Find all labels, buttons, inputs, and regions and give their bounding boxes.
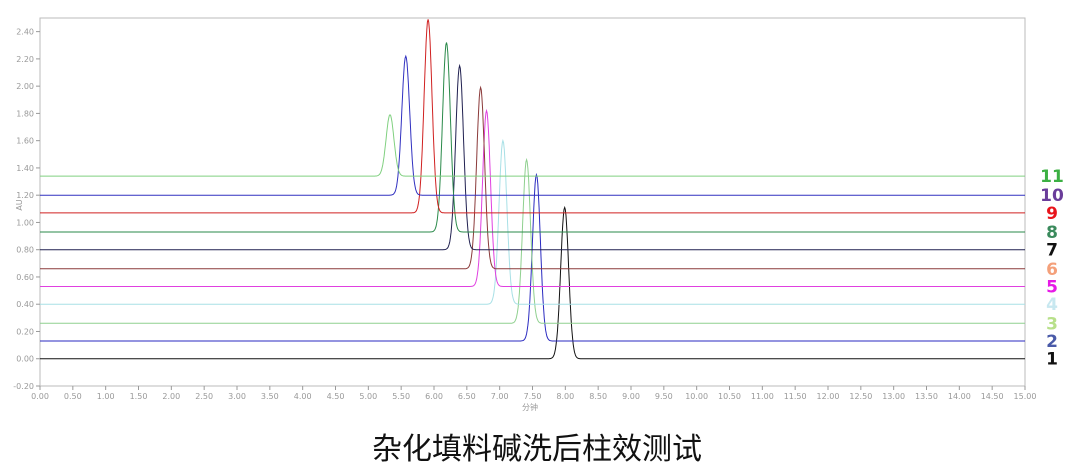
x-tick-label: 6.50 <box>458 392 476 401</box>
x-tick-label: 0.50 <box>64 392 82 401</box>
x-tick-label: 10.50 <box>718 392 741 401</box>
x-tick-label: 11.00 <box>751 392 774 401</box>
legend-label-10: 10 <box>1040 186 1064 206</box>
series-line-8 <box>40 42 1025 233</box>
legend-label-2: 2 <box>1046 332 1058 352</box>
x-tick-label: 5.00 <box>359 392 377 401</box>
x-tick-label: 4.50 <box>327 392 345 401</box>
x-tick-label: 7.00 <box>491 392 509 401</box>
y-tick-label: -0.20 <box>13 382 34 391</box>
x-tick-label: 5.50 <box>392 392 410 401</box>
x-tick-label: 15.00 <box>1014 392 1037 401</box>
legend-label-9: 9 <box>1046 204 1058 224</box>
series-line-3 <box>40 157 1025 324</box>
x-tick-label: 1.50 <box>130 392 148 401</box>
chart-caption: 杂化填料碱洗后柱效测试 <box>372 432 702 467</box>
series-line-4 <box>40 138 1025 305</box>
x-tick-label: 9.00 <box>622 392 640 401</box>
y-tick-label: 2.00 <box>16 82 34 91</box>
legend-label-6: 6 <box>1046 260 1058 280</box>
series-line-11 <box>40 114 1025 177</box>
y-tick-label: 2.40 <box>16 28 34 37</box>
y-tick-label: 2.20 <box>16 55 34 64</box>
y-tick-label: 1.60 <box>16 137 34 146</box>
legend-label-11: 11 <box>1040 167 1064 187</box>
x-tick-label: 14.00 <box>948 392 971 401</box>
x-tick-label: 2.50 <box>195 392 213 401</box>
x-tick-label: 13.00 <box>882 392 905 401</box>
x-tick-label: 6.00 <box>425 392 443 401</box>
x-tick-label: 12.00 <box>817 392 840 401</box>
legend-label-8: 8 <box>1046 223 1058 243</box>
y-tick-label: 1.80 <box>16 109 34 118</box>
x-tick-label: 1.00 <box>97 392 115 401</box>
x-tick-label: 9.50 <box>655 392 673 401</box>
x-tick-label: 12.50 <box>849 392 872 401</box>
legend-label-7: 7 <box>1046 241 1058 261</box>
legend-label-1: 1 <box>1046 350 1058 370</box>
series-line-2 <box>40 172 1025 342</box>
y-tick-label: 0.00 <box>16 355 34 364</box>
y-tick-label: 1.40 <box>16 164 34 173</box>
series-line-5 <box>40 108 1025 287</box>
series-line-7 <box>40 63 1025 251</box>
x-tick-label: 3.50 <box>261 392 279 401</box>
x-tick-label: 3.00 <box>228 392 246 401</box>
plot-frame <box>39 17 1026 387</box>
series-line-9 <box>40 19 1025 214</box>
x-tick-label: 4.00 <box>294 392 312 401</box>
x-tick-label: 8.00 <box>556 392 574 401</box>
y-tick-label: 0.60 <box>16 273 34 282</box>
series-line-10 <box>40 54 1025 196</box>
y-tick-label: 0.40 <box>16 300 34 309</box>
legend-label-3: 3 <box>1046 314 1058 334</box>
y-tick-label: 0.80 <box>16 246 34 255</box>
x-tick-label: 0.00 <box>31 392 49 401</box>
x-tick-label: 2.00 <box>162 392 180 401</box>
x-tick-label: 7.50 <box>524 392 542 401</box>
y-tick-label: 1.00 <box>16 218 34 227</box>
y-axis-label: AU <box>15 199 24 210</box>
series-line-6 <box>40 85 1025 270</box>
y-tick-label: 1.20 <box>16 191 34 200</box>
legend-label-4: 4 <box>1046 295 1058 315</box>
x-tick-label: 14.50 <box>981 392 1004 401</box>
x-tick-label: 8.50 <box>589 392 607 401</box>
series-line-1 <box>40 205 1025 360</box>
y-tick-label: 0.20 <box>16 327 34 336</box>
x-tick-label: 10.00 <box>685 392 708 401</box>
legend-label-5: 5 <box>1046 278 1058 298</box>
x-tick-label: 11.50 <box>784 392 807 401</box>
x-tick-label: 13.50 <box>915 392 938 401</box>
x-axis-label: 分钟 <box>522 402 538 412</box>
